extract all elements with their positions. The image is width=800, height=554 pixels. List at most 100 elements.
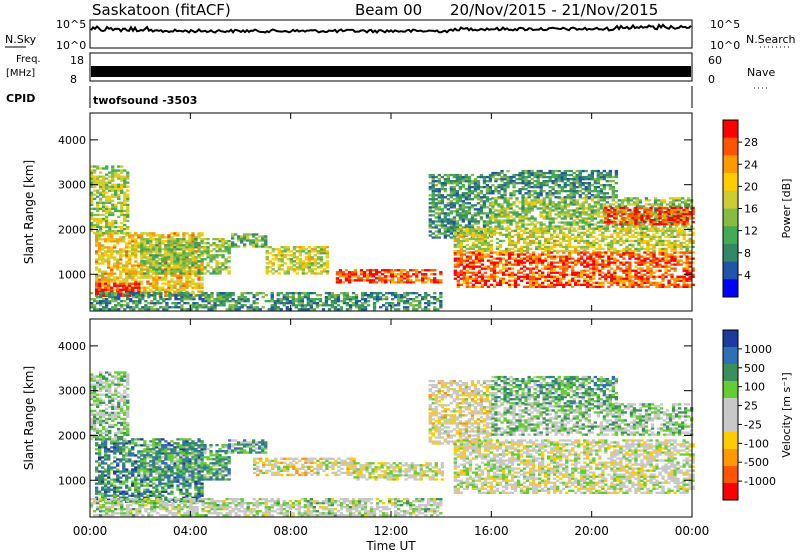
power-cell [545, 211, 549, 214]
power-cell [586, 257, 590, 260]
power-cell [535, 277, 539, 280]
power-cell [312, 292, 316, 295]
power-cell [461, 200, 465, 203]
power-cell [99, 219, 103, 223]
power-cell [96, 296, 100, 299]
power-cell [99, 225, 103, 229]
power-cell [513, 281, 518, 284]
power-cell [685, 285, 689, 288]
power-cell [682, 267, 686, 270]
power-cell [637, 247, 641, 251]
power-cell [673, 259, 677, 262]
power-cell [595, 253, 599, 256]
power-cell [580, 235, 584, 238]
power-cell [110, 234, 114, 237]
power-cell [583, 273, 587, 276]
power-cell [111, 193, 115, 196]
power-cell [453, 239, 457, 243]
power-cell [119, 240, 123, 243]
power-cell [509, 203, 513, 206]
power-cell [568, 243, 572, 247]
power-cell [622, 281, 626, 284]
power-cell [610, 243, 614, 247]
power-cell [191, 248, 195, 251]
power-cell [191, 278, 195, 281]
power-cell [556, 249, 560, 253]
power-cell [164, 272, 168, 275]
power-cell [529, 229, 533, 232]
power-cell [480, 267, 485, 270]
power-cell [485, 188, 490, 191]
power-cell [515, 205, 519, 208]
power-cell [456, 275, 460, 278]
power-cell [180, 292, 184, 295]
power-cell [117, 173, 121, 176]
power-cell [542, 207, 546, 210]
power-cell [95, 250, 99, 253]
power-cell [128, 242, 132, 245]
power-cell [509, 221, 513, 224]
power-cell [99, 191, 103, 194]
power-cell [186, 302, 190, 305]
power-cell [221, 264, 225, 267]
power-cell [255, 241, 259, 244]
power-cell [455, 194, 459, 197]
power-cell [556, 265, 560, 268]
power-cell [224, 258, 228, 261]
power-cell [476, 210, 481, 213]
power-cell [107, 278, 111, 281]
power-cell [468, 231, 473, 234]
power-cell [335, 277, 340, 280]
power-cell [510, 241, 515, 245]
power-cell [524, 203, 528, 206]
power-cell [93, 217, 97, 221]
power-cell [409, 279, 413, 282]
power-cell [105, 207, 109, 210]
power-cell [348, 306, 353, 309]
power-cell [560, 197, 564, 200]
power-cell [449, 204, 453, 207]
power-cell [586, 263, 590, 266]
power-cell [574, 271, 578, 274]
power-cell [143, 256, 147, 259]
power-cell [150, 308, 154, 311]
power-cell [542, 197, 546, 200]
power-cell [90, 302, 94, 305]
power-cell [473, 214, 478, 217]
power-cell [581, 225, 585, 228]
power-cell [613, 275, 617, 278]
power-cell [126, 211, 130, 215]
power-cell [471, 243, 476, 247]
power-cell [228, 308, 232, 311]
power-cell [571, 257, 575, 260]
power-cell [584, 213, 588, 216]
power-cell [461, 192, 465, 195]
power-cell [628, 263, 632, 266]
power-cell [330, 296, 335, 299]
power-cell [282, 302, 286, 305]
power-cell [529, 253, 533, 256]
power-cell [462, 265, 466, 268]
power-cell [197, 232, 201, 235]
power-cell [128, 294, 132, 297]
power-cell [252, 306, 256, 309]
power-cell [658, 239, 662, 243]
power-cell [197, 290, 201, 293]
power-cell [494, 213, 498, 216]
power-cell [685, 263, 689, 266]
power-cell [176, 256, 180, 259]
power-cell [559, 257, 563, 260]
power-cell [467, 222, 472, 225]
power-cell [101, 260, 105, 263]
power-cell [427, 269, 431, 272]
power-cell [598, 263, 602, 266]
power-cell [231, 241, 235, 244]
power-cell [409, 304, 413, 307]
power-cell [125, 294, 129, 297]
power-cell [119, 284, 123, 287]
power-cell [117, 294, 121, 297]
power-cell [488, 178, 493, 181]
power-cell [128, 270, 132, 273]
power-cell [120, 183, 124, 186]
